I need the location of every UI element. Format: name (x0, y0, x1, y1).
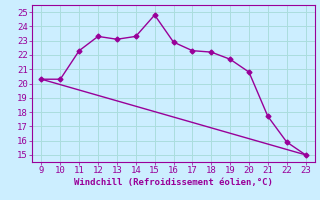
X-axis label: Windchill (Refroidissement éolien,°C): Windchill (Refroidissement éolien,°C) (74, 178, 273, 187)
